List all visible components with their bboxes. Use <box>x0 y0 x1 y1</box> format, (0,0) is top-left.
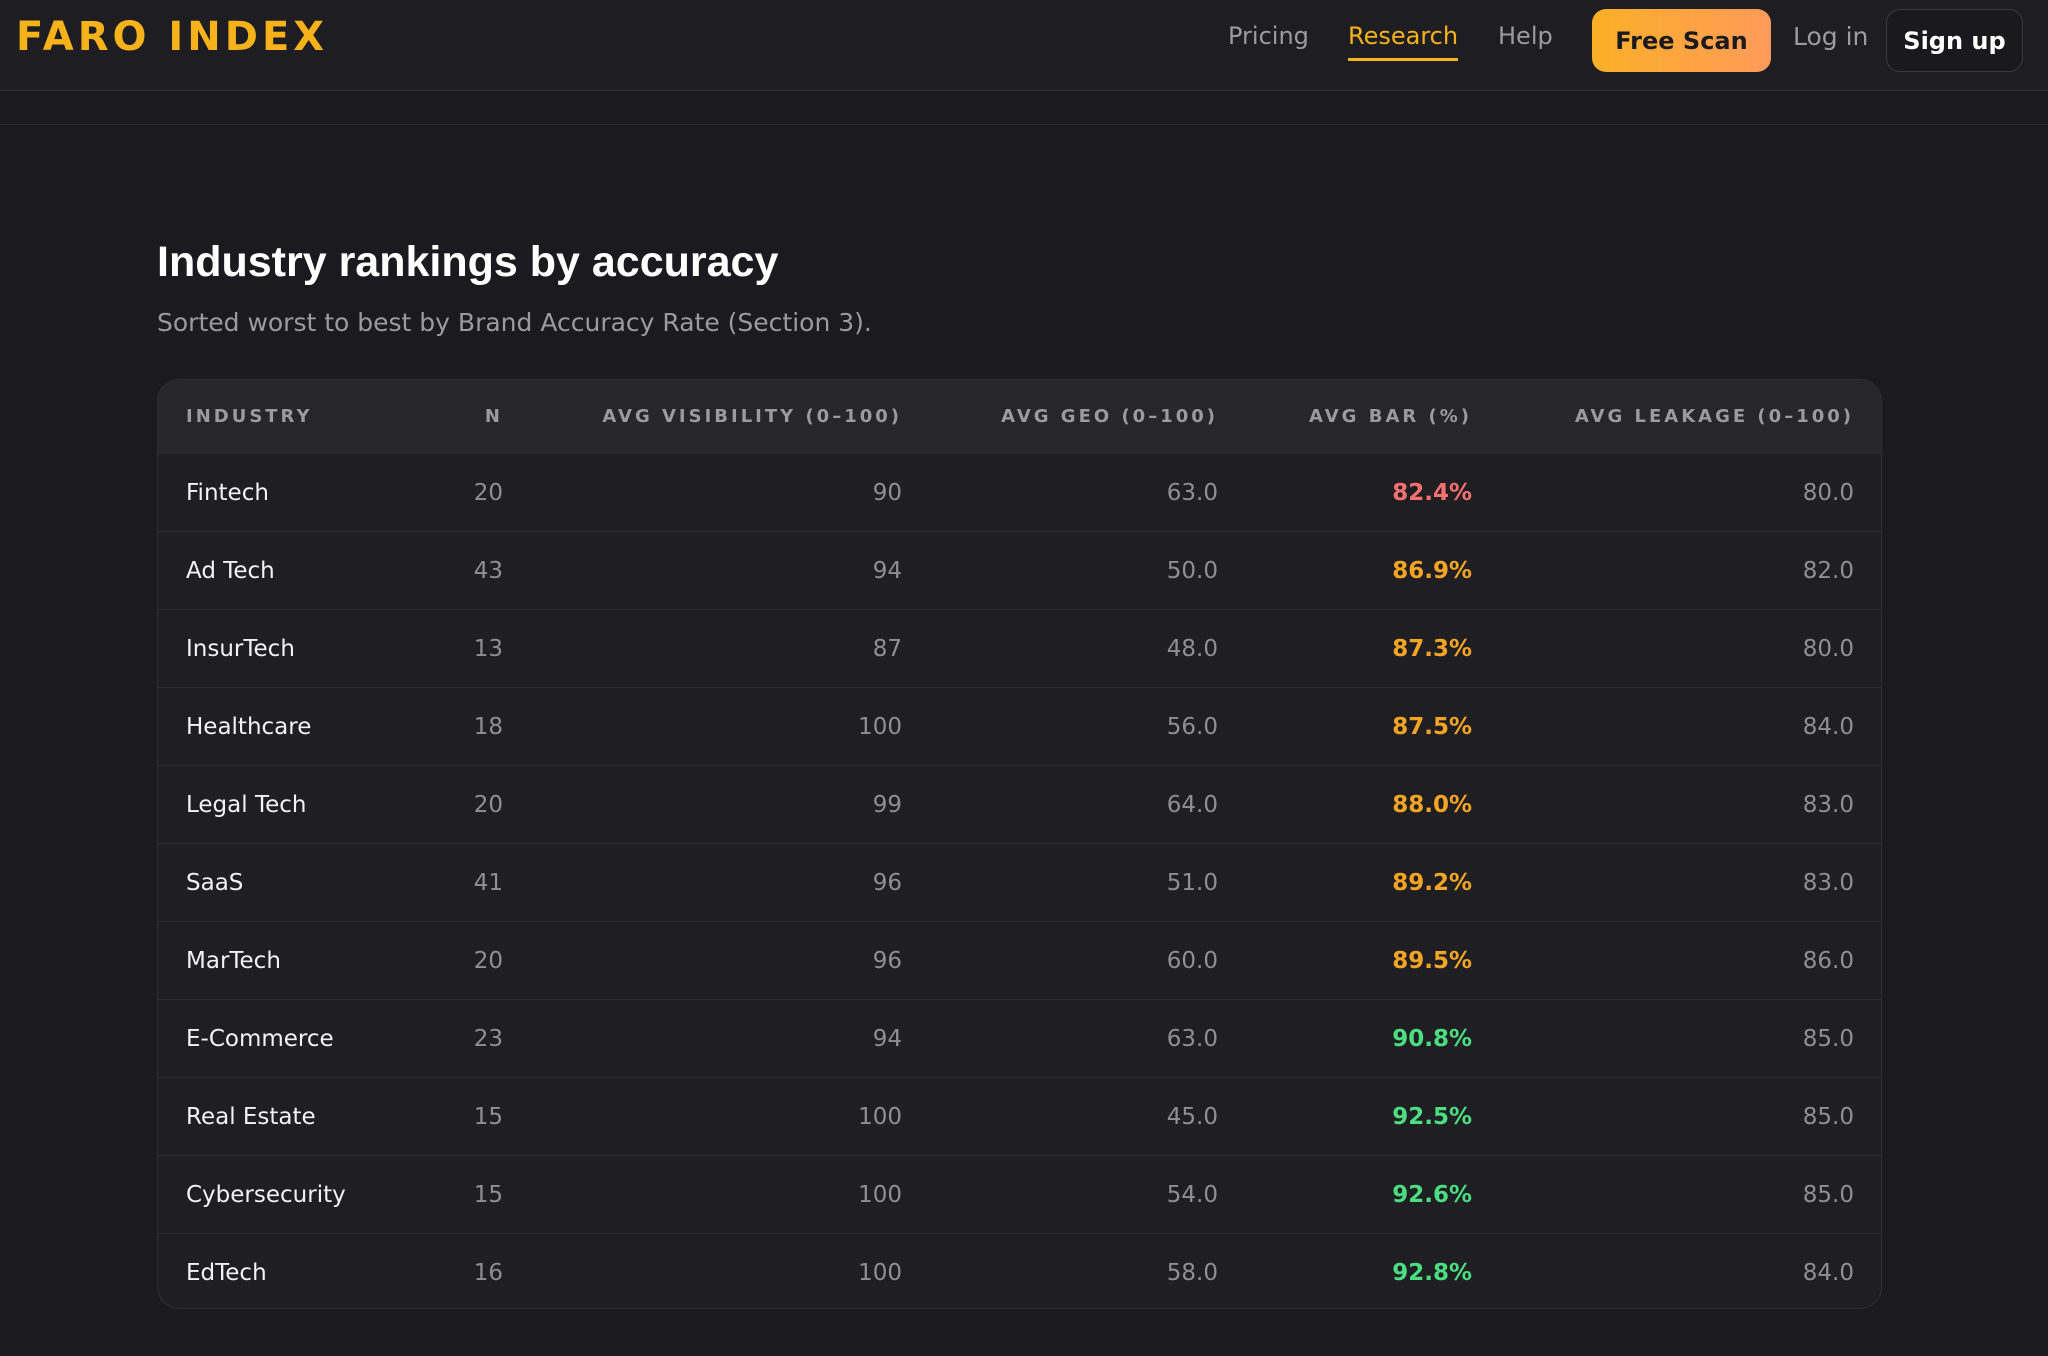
signup-button[interactable]: Sign up <box>1886 9 2023 72</box>
table-cell: 92.6% <box>1392 1181 1472 1208</box>
industry-name: Healthcare <box>186 713 312 740</box>
table-cell: 84.0 <box>1802 1259 1854 1286</box>
table-cell: 80.0 <box>1802 479 1854 506</box>
table-row: Real Estate 15 100 45.0 92.5% 85.0 <box>158 1077 1881 1155</box>
rankings-table: INDUSTRY N AVG VISIBILITY (0–100) AVG GEO (… <box>157 379 1882 1309</box>
table-cell: 45.0 <box>1166 1103 1218 1130</box>
industry-name: Ad Tech <box>186 557 275 584</box>
table-cell: 23 <box>473 1025 503 1052</box>
industry-name: Legal Tech <box>186 791 307 818</box>
table-cell: 82.4% <box>1392 479 1472 506</box>
industry-name: Cybersecurity <box>186 1181 346 1208</box>
column-header: AVG BAR (%) <box>1309 406 1472 427</box>
table-cell: 60.0 <box>1166 947 1218 974</box>
column-header: AVG LEAKAGE (0–100) <box>1574 406 1854 427</box>
table-cell: 13 <box>473 635 503 662</box>
login-link[interactable]: Log in <box>1793 22 1869 51</box>
table-cell: 85.0 <box>1802 1181 1854 1208</box>
column-header: AVG GEO (0–100) <box>1001 406 1218 427</box>
table-row: Ad Tech 43 94 50.0 86.9% 82.0 <box>158 531 1881 609</box>
table-row: MarTech 20 96 60.0 89.5% 86.0 <box>158 921 1881 999</box>
table-row: EdTech 16 100 58.0 92.8% 84.0 <box>158 1233 1881 1308</box>
logo[interactable]: FARO INDEX <box>16 14 329 60</box>
nav-link[interactable]: Help <box>1498 22 1553 50</box>
table-cell: 85.0 <box>1802 1103 1854 1130</box>
industry-name: MarTech <box>186 947 281 974</box>
table-cell: 89.2% <box>1392 869 1472 896</box>
table-cell: 56.0 <box>1166 713 1218 740</box>
section-title: Industry rankings by accuracy <box>157 238 779 286</box>
table-cell: 84.0 <box>1802 713 1854 740</box>
table-cell: 41 <box>473 869 503 896</box>
table-cell: 100 <box>858 1103 902 1130</box>
table-cell: 94 <box>872 1025 902 1052</box>
table-cell: 63.0 <box>1166 479 1218 506</box>
divider <box>0 124 2048 125</box>
column-header: AVG VISIBILITY (0–100) <box>602 406 902 427</box>
table-cell: 15 <box>473 1181 503 1208</box>
table-cell: 86.9% <box>1392 557 1472 584</box>
table-row: Cybersecurity 15 100 54.0 92.6% 85.0 <box>158 1155 1881 1233</box>
table-cell: 54.0 <box>1166 1181 1218 1208</box>
column-header: N <box>484 406 503 427</box>
table-row: Healthcare 18 100 56.0 87.5% 84.0 <box>158 687 1881 765</box>
column-header: INDUSTRY <box>186 406 313 427</box>
table-row: E-Commerce 23 94 63.0 90.8% 85.0 <box>158 999 1881 1077</box>
table-cell: 18 <box>473 713 503 740</box>
section-subtitle: Sorted worst to best by Brand Accuracy R… <box>157 308 872 337</box>
table-row: InsurTech 13 87 48.0 87.3% 80.0 <box>158 609 1881 687</box>
table-cell: 100 <box>858 1259 902 1286</box>
table-cell: 16 <box>473 1259 503 1286</box>
table-cell: 64.0 <box>1166 791 1218 818</box>
table-cell: 87.3% <box>1392 635 1472 662</box>
table-cell: 20 <box>473 791 503 818</box>
table-row: Legal Tech 20 99 64.0 88.0% 83.0 <box>158 765 1881 843</box>
table-cell: 94 <box>872 557 902 584</box>
industry-name: Fintech <box>186 479 269 506</box>
table-cell: 83.0 <box>1802 791 1854 818</box>
table-cell: 85.0 <box>1802 1025 1854 1052</box>
industry-name: Real Estate <box>186 1103 316 1130</box>
table-cell: 20 <box>473 479 503 506</box>
industry-name: E-Commerce <box>186 1025 334 1052</box>
table-cell: 87.5% <box>1392 713 1472 740</box>
table-cell: 48.0 <box>1166 635 1218 662</box>
table-cell: 58.0 <box>1166 1259 1218 1286</box>
table-cell: 90 <box>872 479 902 506</box>
table-cell: 80.0 <box>1802 635 1854 662</box>
nav-link[interactable]: Research <box>1348 22 1459 61</box>
table-cell: 50.0 <box>1166 557 1218 584</box>
industry-name: SaaS <box>186 869 244 896</box>
table-cell: 90.8% <box>1392 1025 1472 1052</box>
table-cell: 83.0 <box>1802 869 1854 896</box>
table-cell: 86.0 <box>1802 947 1854 974</box>
table-cell: 15 <box>473 1103 503 1130</box>
top-nav: FARO INDEX Pricing Research Help Free Sc… <box>0 0 2048 91</box>
table-cell: 89.5% <box>1392 947 1472 974</box>
industry-name: InsurTech <box>186 635 295 662</box>
table-cell: 96 <box>872 869 902 896</box>
table-cell: 96 <box>872 947 902 974</box>
cta-button[interactable]: Free Scan <box>1592 9 1771 72</box>
table-row: SaaS 41 96 51.0 89.2% 83.0 <box>158 843 1881 921</box>
table-cell: 63.0 <box>1166 1025 1218 1052</box>
table-cell: 92.8% <box>1392 1259 1472 1286</box>
industry-name: EdTech <box>186 1259 267 1286</box>
nav-link[interactable]: Pricing <box>1228 22 1309 50</box>
table-cell: 43 <box>473 557 503 584</box>
table-cell: 92.5% <box>1392 1103 1472 1130</box>
table-cell: 88.0% <box>1392 791 1472 818</box>
table-row: Fintech 20 90 63.0 82.4% 80.0 <box>158 453 1881 531</box>
table-cell: 100 <box>858 1181 902 1208</box>
header-row: INDUSTRY N AVG VISIBILITY (0–100) AVG GEO (… <box>158 380 1881 453</box>
table-cell: 51.0 <box>1166 869 1218 896</box>
table-cell: 20 <box>473 947 503 974</box>
table-cell: 82.0 <box>1802 557 1854 584</box>
table-cell: 99 <box>872 791 902 818</box>
table-cell: 100 <box>858 713 902 740</box>
table-cell: 87 <box>872 635 902 662</box>
